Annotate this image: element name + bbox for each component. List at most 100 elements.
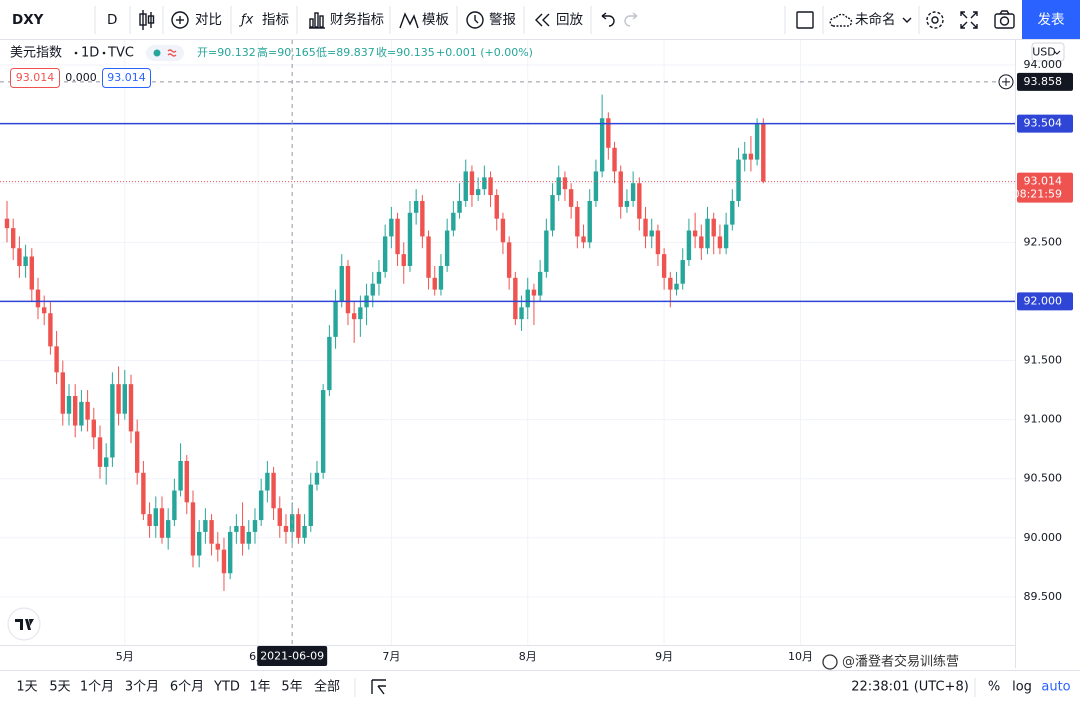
candle-body [686,230,692,261]
layout-name[interactable]: 未命名 [855,11,896,28]
replay-icon[interactable] [535,13,550,27]
settings-icon[interactable] [926,11,944,29]
tv-logo-bg [7,607,41,641]
candle-body [134,431,140,473]
candle-body [389,218,394,237]
candle-body [599,118,605,172]
candle-body [48,313,53,347]
range-button[interactable]: 1个月 [80,680,114,695]
candle-body [612,147,617,172]
candle-body [451,212,456,231]
candle-body [717,236,723,249]
candle-body [661,254,667,278]
candle-body [730,200,735,225]
x-tick-label: 8月 [519,650,537,663]
candle-body [525,289,530,308]
percent-toggle[interactable]: % [988,680,1000,695]
range-button[interactable]: YTD [213,680,240,695]
financials[interactable]: 财务指标 [330,12,384,28]
last-price-box [1017,172,1073,203]
candle-icon[interactable] [139,10,155,30]
candle-body [705,218,710,249]
auto-toggle[interactable]: auto [1041,680,1070,695]
candle-body [531,289,537,296]
candle-body [761,124,766,182]
candle-body [339,265,344,302]
legend-change: +0.001 (+0.00%) [436,46,533,59]
compare[interactable]: 对比 [195,12,222,28]
x-tick-label: 7月 [382,650,400,663]
candle-body [513,277,518,320]
publish[interactable]: 发表 [1038,12,1066,28]
fx-icon[interactable]: ƒx [238,13,254,28]
currency-button[interactable] [1031,42,1065,62]
plus-icon [1002,77,1010,86]
crosshair-price-box [1017,72,1073,91]
candle-body [147,514,152,526]
candle-body [581,236,586,243]
date-range-icon[interactable] [371,679,386,695]
candle-body [327,336,332,391]
candle-body [42,307,47,314]
y-tick-label: 91.000 [1024,413,1063,426]
candle-body [91,419,96,438]
candle-body [699,236,704,249]
y-tick-label: 94.000 [1024,58,1063,71]
currency[interactable]: USD [1032,46,1056,59]
cloud-icon[interactable] [829,13,853,27]
symbol[interactable]: DXY [12,12,44,28]
price-label-box [1017,292,1073,311]
layout-icon[interactable] [796,11,814,29]
interval[interactable]: D [107,12,117,28]
chart: 89.500 90.000 90.500 91.000 91.500 92.000 92.5… [0,40,1073,666]
candle-body [258,490,264,521]
clock[interactable]: 22:38:01 (UTC+8) [851,680,969,695]
compare-icon[interactable] [171,11,189,29]
candle-body [711,218,716,237]
candle-body [178,460,183,491]
candle-body [370,283,375,296]
range-button[interactable]: 5天 [49,680,70,695]
bottom-bar: 22:38:01 (UTC+8) % log auto 1天 5天 1个月 3个月 6个… [16,678,1071,697]
log-toggle[interactable]: log [1012,680,1032,695]
replay[interactable]: 回放 [556,12,584,28]
x-tick-label: 10月 [788,650,813,663]
undo-icon[interactable] [601,12,615,27]
candle-body [351,313,357,320]
templates-icon[interactable] [399,12,419,29]
screenshot-icon[interactable] [994,10,1015,29]
alert-icon[interactable] [466,11,484,29]
candle-body [519,307,524,320]
range-button[interactable]: 5年 [281,680,302,695]
countdown: 08:21:59 [1013,188,1062,201]
candle-body [302,525,307,538]
range-button[interactable]: 3个月 [125,680,159,695]
legend-interval: 1D [81,46,99,61]
alert[interactable]: 警报 [489,12,516,28]
tv-logo [15,619,34,630]
indicators[interactable]: 指标 [262,12,289,28]
candle-body [85,401,90,420]
candle-body [544,230,549,272]
legend-open: 开=90.132 [197,46,256,59]
candle-body [469,171,475,196]
x-tick-label: 5月 [116,650,134,663]
templates[interactable]: 模板 [422,12,449,28]
candle-body [482,177,487,190]
range-button[interactable]: 全部 [314,679,340,695]
fullscreen-icon[interactable] [960,11,978,29]
financials-icon[interactable] [309,12,325,29]
redo-icon[interactable] [624,12,638,27]
candle-body [643,218,648,237]
candle-body [438,265,444,290]
range-button[interactable]: 1天 [16,680,37,695]
range-button[interactable]: 1年 [249,680,270,695]
candle-body [141,472,146,515]
range-button[interactable]: 6个月 [170,680,204,695]
publish-button[interactable] [1022,0,1080,39]
chevron[interactable] [902,17,912,23]
candle-body [742,153,747,160]
legend-high: 高=90.165 [257,45,316,59]
candle-body [550,195,555,231]
